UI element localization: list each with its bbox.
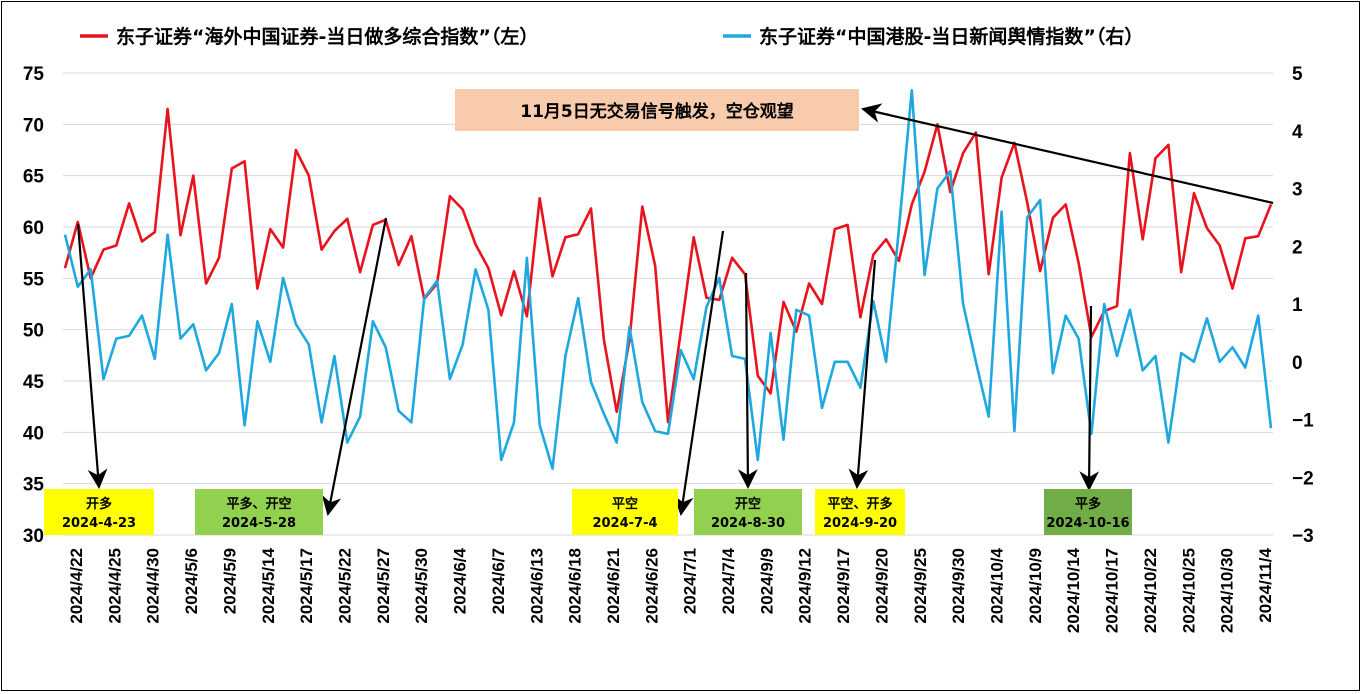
x-tick-label: 2024/10/4 — [988, 547, 1007, 623]
x-tick-label: 2024/5/22 — [336, 548, 355, 624]
x-tick-label: 2024/11/4 — [1256, 547, 1275, 622]
x-tick-label: 2024/10/17 — [1103, 548, 1122, 633]
x-tick-label: 2024/9/25 — [911, 548, 930, 624]
annotation-note-text: 11月5日无交易信号触发，空仓观望 — [520, 101, 794, 122]
series-line-sentiment-index — [63, 89, 1273, 470]
signal-arrow — [76, 223, 108, 489]
y-left-tick-label: 45 — [23, 372, 45, 393]
x-tick-label: 2024/4/22 — [67, 548, 86, 624]
signal-box-date: 2024-7-4 — [592, 516, 657, 531]
signal-box-title: 开多 — [86, 496, 112, 512]
y-right-tick-label: 3 — [1292, 180, 1303, 201]
signal-box-title: 平空、开多 — [827, 496, 892, 512]
signal-box — [815, 489, 905, 535]
signal-box-title: 平空 — [612, 496, 638, 512]
x-tick-label: 2024/9/30 — [949, 548, 968, 624]
y-right-tick-label: 5 — [1292, 64, 1303, 85]
y-left-tick-label: 70 — [23, 115, 44, 136]
y-left-tick-label: 40 — [23, 423, 44, 444]
y-right-tick-label: −2 — [1292, 468, 1314, 489]
x-tick-label: 2024/6/4 — [451, 547, 470, 614]
y-right-tick-label: 4 — [1292, 122, 1303, 143]
x-tick-label: 2024/10/30 — [1218, 548, 1237, 633]
x-tick-label: 2024/5/9 — [220, 548, 239, 614]
x-tick-label: 2024/7/1 — [681, 548, 700, 614]
signal-arrow — [848, 259, 877, 489]
signal-box — [694, 489, 802, 535]
signal-arrow — [321, 217, 388, 516]
x-tick-label: 2024/5/17 — [297, 548, 316, 624]
x-tick-label: 2024/4/30 — [144, 548, 163, 624]
signal-box-date: 2024-10-16 — [1046, 516, 1129, 531]
annotation-note-arrow — [861, 103, 1274, 205]
signal-box — [572, 489, 678, 535]
y-left-tick-label: 30 — [23, 526, 44, 547]
x-tick-label: 2024/9/9 — [757, 548, 776, 614]
legend-item-long-index-label: 东子证券“海外中国证券-当日做多综合指数”（左） — [116, 25, 538, 48]
x-tick-label: 2024/9/20 — [873, 548, 892, 624]
signal-box-date: 2024-9-20 — [823, 516, 897, 531]
x-tick-label: 2024/6/26 — [642, 548, 661, 624]
signal-box-title: 开空 — [735, 496, 761, 512]
x-tick-label: 2024/4/25 — [105, 548, 124, 624]
x-tick-label: 2024/9/17 — [834, 548, 853, 624]
signal-box-title: 平多 — [1075, 496, 1101, 512]
annotation-note-box — [455, 89, 859, 131]
y-left-tick-label: 60 — [23, 218, 44, 239]
x-tick-label: 2024/7/4 — [719, 547, 738, 614]
legend-item-sentiment-index-label: 东子证券“中国港股-当日新闻舆情指数”（右） — [759, 25, 1143, 48]
x-tick-label: 2024/5/6 — [182, 548, 201, 614]
x-tick-label: 2024/6/18 — [566, 548, 585, 624]
x-tick-label: 2024/6/13 — [527, 548, 546, 624]
x-tick-label: 2024/6/21 — [604, 548, 623, 624]
signal-box — [1044, 489, 1132, 535]
y-right-tick-label: −1 — [1292, 411, 1314, 432]
x-tick-label: 2024/6/7 — [489, 548, 508, 614]
series-line-long-index — [63, 107, 1273, 424]
signal-arrow — [1079, 305, 1100, 491]
signal-box — [195, 489, 323, 535]
signal-box-date: 2024-5-28 — [222, 516, 296, 531]
y-left-tick-label: 75 — [23, 64, 45, 85]
y-left-tick-label: 55 — [23, 269, 45, 290]
y-left-tick-label: 35 — [23, 475, 45, 496]
y-right-tick-label: 0 — [1292, 353, 1303, 374]
x-tick-label: 2024/10/22 — [1141, 548, 1160, 633]
signal-box-title: 平多、开空 — [226, 496, 291, 512]
x-tick-label: 2024/9/12 — [796, 548, 815, 624]
x-tick-label: 2024/10/9 — [1026, 548, 1045, 624]
x-tick-label: 2024/10/25 — [1179, 548, 1198, 633]
x-tick-label: 2024/5/30 — [412, 548, 431, 624]
signal-box-date: 2024-8-30 — [711, 516, 785, 531]
y-left-tick-label: 65 — [23, 167, 45, 188]
signal-box — [44, 489, 154, 535]
y-right-tick-label: 2 — [1292, 237, 1303, 258]
y-left-tick-label: 50 — [23, 321, 44, 342]
x-tick-label: 2024/10/14 — [1064, 547, 1083, 633]
y-right-tick-label: −3 — [1292, 526, 1314, 547]
x-tick-label: 2024/5/14 — [259, 547, 278, 623]
y-right-tick-label: 1 — [1292, 295, 1303, 316]
signal-arrow — [673, 230, 725, 516]
signal-box-date: 2024-4-23 — [62, 516, 136, 531]
x-tick-label: 2024/5/27 — [374, 548, 393, 624]
signal-arrow — [737, 272, 758, 489]
